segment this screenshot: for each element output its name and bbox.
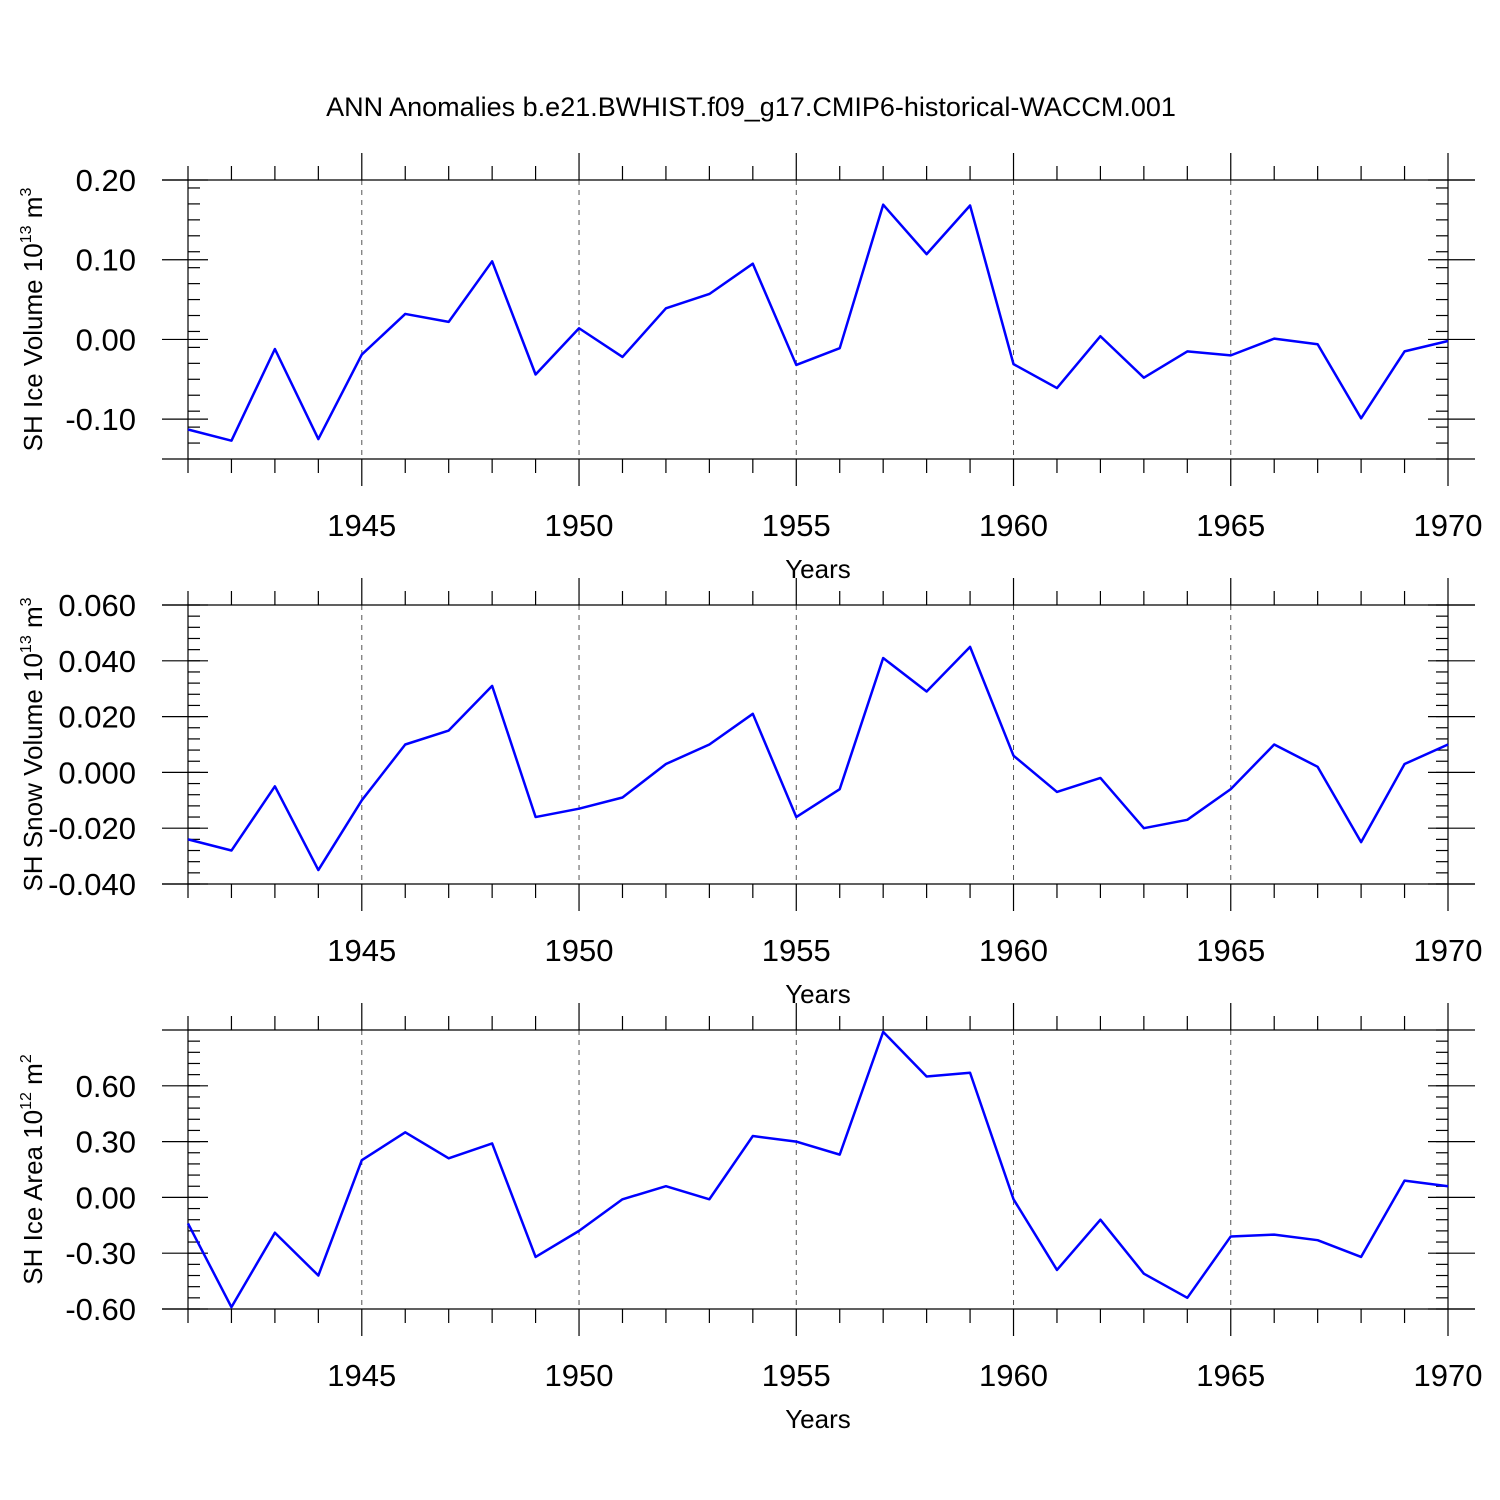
panel-2: -0.040 -0.020 0.000 0.020 0.040 0.060 1945 1950… xyxy=(18,578,1482,1009)
x-axis-label: Years xyxy=(785,1404,851,1434)
x-tick-label: 1955 xyxy=(762,1358,831,1393)
x-tick-label: 1960 xyxy=(979,1358,1048,1393)
y-tick-label: -0.60 xyxy=(65,1292,136,1327)
x-tick-label: 1970 xyxy=(1414,508,1483,543)
y-tick-label: 0.060 xyxy=(58,588,136,623)
y-tick-label: 0.00 xyxy=(76,1180,136,1215)
x-tick-label: 1965 xyxy=(1196,933,1265,968)
x-tick-label: 1945 xyxy=(327,1358,396,1393)
x-tick-label: 1960 xyxy=(979,508,1048,543)
x-tick-label: 1945 xyxy=(327,508,396,543)
x-tick-label: 1950 xyxy=(545,508,614,543)
y-tick-label: 0.00 xyxy=(76,322,136,357)
y-axis-label: SH Ice Area 1012 m2 xyxy=(18,1054,48,1285)
y-tick-label: 0.040 xyxy=(58,644,136,679)
series-line xyxy=(187,645,1449,872)
x-tick-label: 1955 xyxy=(762,508,831,543)
y-tick-label: 0.30 xyxy=(76,1125,136,1160)
y-tick-label: -0.10 xyxy=(65,402,136,437)
panel-1: -0.10 0.00 0.10 0.20 1945 1950 1955 1960 1965 197… xyxy=(18,153,1482,584)
chart-title: ANN Anomalies b.e21.BWHIST.f09_g17.CMIP6… xyxy=(326,92,1176,122)
y-axis-label: SH Ice Volume 1013 m3 xyxy=(18,188,48,452)
y-tick-label: -0.30 xyxy=(65,1236,136,1271)
panel-3: -0.60 -0.30 0.00 0.30 0.60 1945 1950 1955 1960 19… xyxy=(18,1003,1482,1434)
y-tick-label: 0.000 xyxy=(58,755,136,790)
x-tick-label: 1955 xyxy=(762,933,831,968)
x-tick-label: 1970 xyxy=(1414,1358,1483,1393)
x-tick-label: 1965 xyxy=(1196,508,1265,543)
y-axis-label: SH Snow Volume 1013 m3 xyxy=(18,597,48,891)
x-tick-label: 1960 xyxy=(979,933,1048,968)
y-tick-label: -0.040 xyxy=(48,867,136,902)
y-tick-label: 0.020 xyxy=(58,700,136,735)
x-tick-label: 1950 xyxy=(545,1358,614,1393)
y-tick-label: 0.10 xyxy=(76,243,136,278)
x-axis-label: Years xyxy=(785,979,851,1009)
series-line xyxy=(187,203,1449,442)
x-tick-label: 1950 xyxy=(545,933,614,968)
series-line xyxy=(186,1030,1449,1309)
y-tick-label: 0.60 xyxy=(76,1069,136,1104)
y-tick-label: -0.020 xyxy=(48,811,136,846)
y-tick-label: 0.20 xyxy=(76,163,136,198)
x-tick-label: 1965 xyxy=(1196,1358,1265,1393)
x-axis-label: Years xyxy=(785,554,851,584)
x-tick-label: 1945 xyxy=(327,933,396,968)
x-tick-label: 1970 xyxy=(1414,933,1483,968)
